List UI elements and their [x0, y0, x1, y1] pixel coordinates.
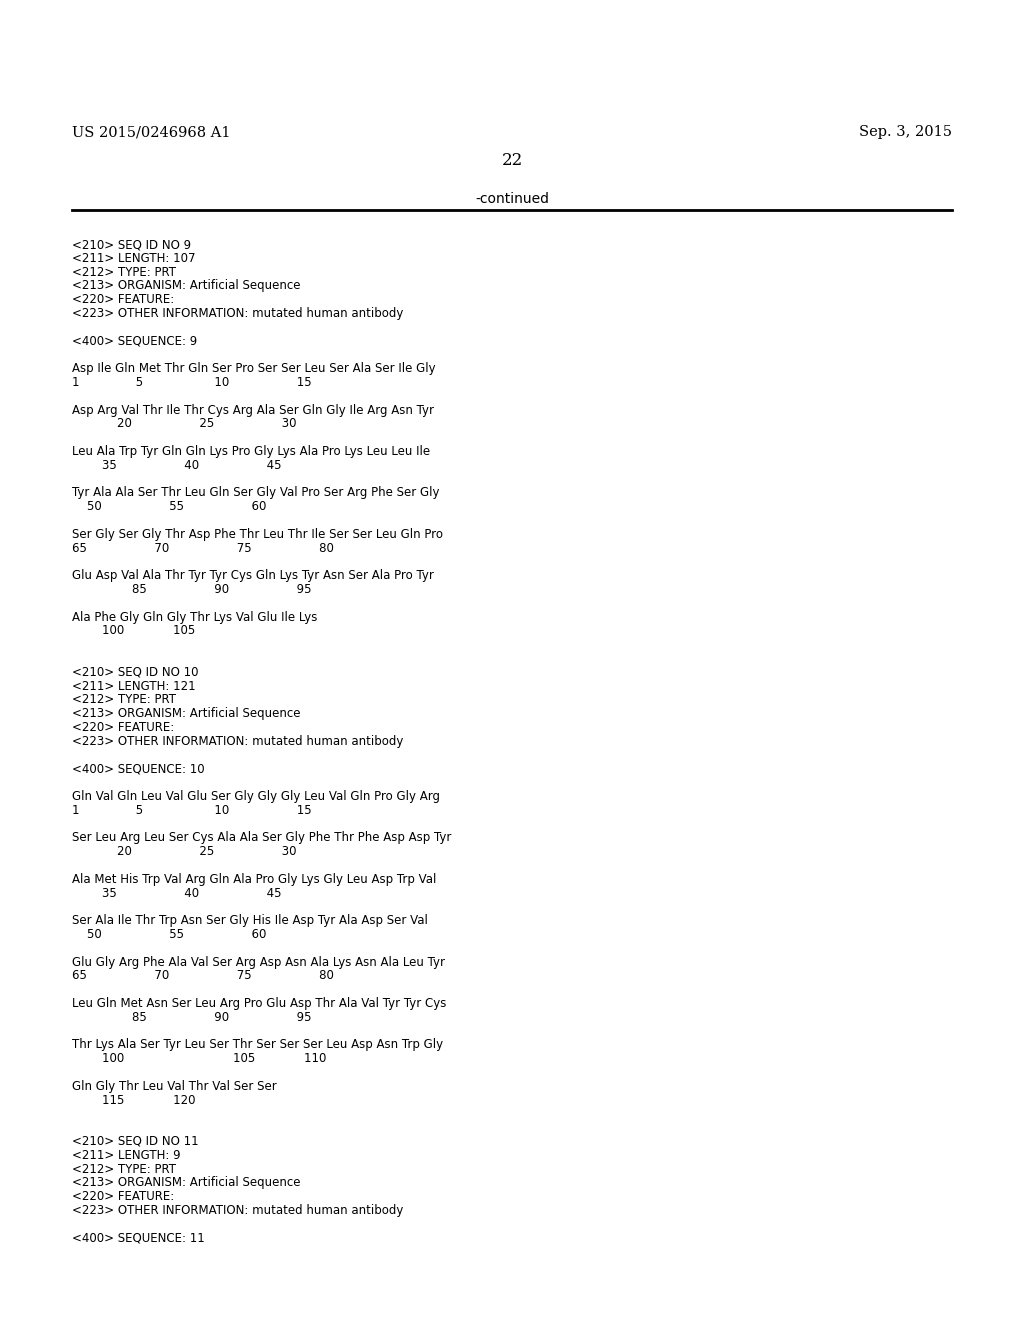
Text: Ser Gly Ser Gly Thr Asp Phe Thr Leu Thr Ile Ser Ser Leu Gln Pro: Ser Gly Ser Gly Thr Asp Phe Thr Leu Thr …: [72, 528, 443, 541]
Text: Gln Val Gln Leu Val Glu Ser Gly Gly Gly Leu Val Gln Pro Gly Arg: Gln Val Gln Leu Val Glu Ser Gly Gly Gly …: [72, 789, 440, 803]
Text: Ser Leu Arg Leu Ser Cys Ala Ala Ser Gly Phe Thr Phe Asp Asp Tyr: Ser Leu Arg Leu Ser Cys Ala Ala Ser Gly …: [72, 832, 452, 845]
Text: <210> SEQ ID NO 11: <210> SEQ ID NO 11: [72, 1135, 199, 1148]
Text: 1               5                   10                  15: 1 5 10 15: [72, 804, 311, 817]
Text: 65                  70                  75                  80: 65 70 75 80: [72, 541, 334, 554]
Text: Asp Arg Val Thr Ile Thr Cys Arg Ala Ser Gln Gly Ile Arg Asn Tyr: Asp Arg Val Thr Ile Thr Cys Arg Ala Ser …: [72, 404, 434, 417]
Text: Leu Ala Trp Tyr Gln Gln Lys Pro Gly Lys Ala Pro Lys Leu Leu Ile: Leu Ala Trp Tyr Gln Gln Lys Pro Gly Lys …: [72, 445, 430, 458]
Text: Ser Ala Ile Thr Trp Asn Ser Gly His Ile Asp Tyr Ala Asp Ser Val: Ser Ala Ile Thr Trp Asn Ser Gly His Ile …: [72, 915, 428, 927]
Text: 1               5                   10                  15: 1 5 10 15: [72, 376, 311, 389]
Text: Ala Met His Trp Val Arg Gln Ala Pro Gly Lys Gly Leu Asp Trp Val: Ala Met His Trp Val Arg Gln Ala Pro Gly …: [72, 873, 436, 886]
Text: <213> ORGANISM: Artificial Sequence: <213> ORGANISM: Artificial Sequence: [72, 280, 300, 293]
Text: <213> ORGANISM: Artificial Sequence: <213> ORGANISM: Artificial Sequence: [72, 1176, 300, 1189]
Text: <212> TYPE: PRT: <212> TYPE: PRT: [72, 693, 176, 706]
Text: <211> LENGTH: 9: <211> LENGTH: 9: [72, 1148, 180, 1162]
Text: <210> SEQ ID NO 10: <210> SEQ ID NO 10: [72, 665, 199, 678]
Text: -continued: -continued: [475, 191, 549, 206]
Text: <213> ORGANISM: Artificial Sequence: <213> ORGANISM: Artificial Sequence: [72, 708, 300, 721]
Text: <223> OTHER INFORMATION: mutated human antibody: <223> OTHER INFORMATION: mutated human a…: [72, 1204, 403, 1217]
Text: 50                  55                  60: 50 55 60: [72, 928, 266, 941]
Text: <212> TYPE: PRT: <212> TYPE: PRT: [72, 265, 176, 279]
Text: 35                  40                  45: 35 40 45: [72, 459, 282, 471]
Text: <220> FEATURE:: <220> FEATURE:: [72, 721, 174, 734]
Text: Asp Ile Gln Met Thr Gln Ser Pro Ser Ser Leu Ser Ala Ser Ile Gly: Asp Ile Gln Met Thr Gln Ser Pro Ser Ser …: [72, 362, 435, 375]
Text: Glu Asp Val Ala Thr Tyr Tyr Cys Gln Lys Tyr Asn Ser Ala Pro Tyr: Glu Asp Val Ala Thr Tyr Tyr Cys Gln Lys …: [72, 569, 434, 582]
Text: <220> FEATURE:: <220> FEATURE:: [72, 293, 174, 306]
Text: Gln Gly Thr Leu Val Thr Val Ser Ser: Gln Gly Thr Leu Val Thr Val Ser Ser: [72, 1080, 276, 1093]
Text: Leu Gln Met Asn Ser Leu Arg Pro Glu Asp Thr Ala Val Tyr Tyr Cys: Leu Gln Met Asn Ser Leu Arg Pro Glu Asp …: [72, 997, 446, 1010]
Text: 65                  70                  75                  80: 65 70 75 80: [72, 969, 334, 982]
Text: <211> LENGTH: 121: <211> LENGTH: 121: [72, 680, 196, 693]
Text: <210> SEQ ID NO 9: <210> SEQ ID NO 9: [72, 238, 191, 251]
Text: Thr Lys Ala Ser Tyr Leu Ser Thr Ser Ser Ser Leu Asp Asn Trp Gly: Thr Lys Ala Ser Tyr Leu Ser Thr Ser Ser …: [72, 1039, 443, 1052]
Text: 115             120: 115 120: [72, 1093, 196, 1106]
Text: <212> TYPE: PRT: <212> TYPE: PRT: [72, 1163, 176, 1176]
Text: <223> OTHER INFORMATION: mutated human antibody: <223> OTHER INFORMATION: mutated human a…: [72, 308, 403, 319]
Text: <400> SEQUENCE: 9: <400> SEQUENCE: 9: [72, 334, 198, 347]
Text: 100                             105             110: 100 105 110: [72, 1052, 327, 1065]
Text: 85                  90                  95: 85 90 95: [72, 1011, 311, 1024]
Text: Tyr Ala Ala Ser Thr Leu Gln Ser Gly Val Pro Ser Arg Phe Ser Gly: Tyr Ala Ala Ser Thr Leu Gln Ser Gly Val …: [72, 486, 439, 499]
Text: 100             105: 100 105: [72, 624, 196, 638]
Text: <400> SEQUENCE: 10: <400> SEQUENCE: 10: [72, 763, 205, 775]
Text: US 2015/0246968 A1: US 2015/0246968 A1: [72, 125, 230, 139]
Text: <211> LENGTH: 107: <211> LENGTH: 107: [72, 252, 196, 265]
Text: Glu Gly Arg Phe Ala Val Ser Arg Asp Asn Ala Lys Asn Ala Leu Tyr: Glu Gly Arg Phe Ala Val Ser Arg Asp Asn …: [72, 956, 445, 969]
Text: Sep. 3, 2015: Sep. 3, 2015: [859, 125, 952, 139]
Text: <400> SEQUENCE: 11: <400> SEQUENCE: 11: [72, 1232, 205, 1245]
Text: 50                  55                  60: 50 55 60: [72, 500, 266, 513]
Text: 85                  90                  95: 85 90 95: [72, 583, 311, 597]
Text: Ala Phe Gly Gln Gly Thr Lys Val Glu Ile Lys: Ala Phe Gly Gln Gly Thr Lys Val Glu Ile …: [72, 611, 317, 623]
Text: 35                  40                  45: 35 40 45: [72, 887, 282, 900]
Text: 22: 22: [502, 152, 522, 169]
Text: <223> OTHER INFORMATION: mutated human antibody: <223> OTHER INFORMATION: mutated human a…: [72, 735, 403, 748]
Text: 20                  25                  30: 20 25 30: [72, 417, 297, 430]
Text: <220> FEATURE:: <220> FEATURE:: [72, 1191, 174, 1204]
Text: 20                  25                  30: 20 25 30: [72, 845, 297, 858]
